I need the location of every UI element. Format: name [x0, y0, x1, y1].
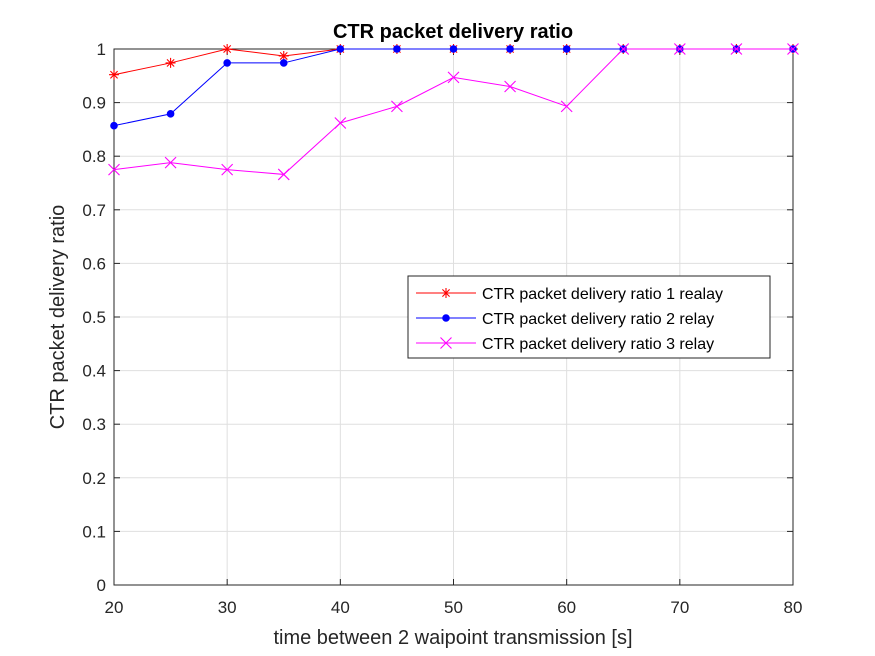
- series-1-point: [165, 57, 176, 68]
- series-1-point: [222, 44, 233, 54]
- x-tick-label: 70: [670, 598, 689, 617]
- legend-entry-2: CTR packet delivery ratio 2 relay: [416, 311, 714, 328]
- x-tick-label: 40: [331, 598, 350, 617]
- series-1-point: [109, 69, 119, 80]
- axis-ticks: 20 30 40 50 60 70 80 0 0.1 0.2 0.3 0.4 0.5 0.6 0.7 0.8 0…: [82, 40, 802, 617]
- x-tick-label: 20: [105, 598, 124, 617]
- y-tick-label: 0.1: [82, 522, 106, 541]
- series-2-point: [110, 121, 118, 130]
- series-3-point: [221, 163, 234, 176]
- series-2-point: [336, 45, 345, 53]
- y-tick-label: 0.4: [82, 362, 106, 381]
- series-2-point: [449, 45, 458, 53]
- legend: CTR packet delivery ratio 1 realay CTR pa…: [407, 275, 771, 359]
- y-tick-label: 0.6: [82, 254, 106, 273]
- y-tick-label: 1: [97, 40, 106, 59]
- x-tick-label: 80: [784, 598, 803, 617]
- y-tick-label: 0.5: [82, 308, 106, 327]
- series-2-point: [562, 45, 571, 53]
- y-tick-label: 0: [97, 576, 106, 595]
- legend-label: CTR packet delivery ratio 1 realay: [482, 286, 723, 303]
- series-3-point: [504, 80, 516, 93]
- legend-label: CTR packet delivery ratio 3 relay: [482, 336, 714, 353]
- series-3-point: [108, 163, 120, 176]
- series-3: [108, 43, 799, 181]
- series-2-point: [223, 59, 231, 67]
- y-tick-label: 0.8: [82, 147, 106, 166]
- series-1-point: [278, 50, 289, 61]
- series-3-point: [447, 71, 460, 84]
- series-2-point: [506, 45, 514, 53]
- series-3-point: [673, 43, 686, 55]
- legend-marker: [441, 288, 451, 298]
- legend-marker: [442, 314, 450, 322]
- series-2-point: [279, 59, 288, 67]
- x-tick-label: 30: [218, 598, 237, 617]
- y-tick-label: 0.3: [82, 415, 106, 434]
- series-3-point: [391, 100, 403, 113]
- series-3-point: [787, 43, 799, 55]
- x-tick-label: 60: [557, 598, 576, 617]
- series-3-point: [164, 156, 177, 169]
- y-tick-label: 0.9: [82, 94, 106, 113]
- y-tick-label: 0.7: [82, 201, 106, 220]
- legend-entry-1: CTR packet delivery ratio 1 realay: [416, 286, 723, 303]
- legend-label: CTR packet delivery ratio 2 relay: [482, 311, 714, 328]
- series-3-point: [617, 43, 630, 55]
- x-axis-label: time between 2 waipoint transmission [s]: [273, 627, 632, 649]
- series-3-point: [277, 168, 290, 181]
- y-axis-label: CTR packet delivery ratio: [47, 205, 69, 430]
- y-tick-label: 0.2: [82, 469, 106, 488]
- legend-box: [407, 275, 771, 359]
- legend-entry-3: CTR packet delivery ratio 3 relay: [416, 336, 714, 353]
- chart-title: CTR packet delivery ratio: [333, 21, 573, 43]
- series-layer: [108, 43, 799, 181]
- legend-marker: [440, 337, 452, 349]
- series-2-point: [393, 45, 401, 53]
- series-3-point: [334, 117, 347, 129]
- series-2-point: [166, 110, 175, 118]
- series-3-point: [730, 43, 743, 55]
- series-3-point: [560, 100, 573, 113]
- x-tick-label: 50: [444, 598, 463, 617]
